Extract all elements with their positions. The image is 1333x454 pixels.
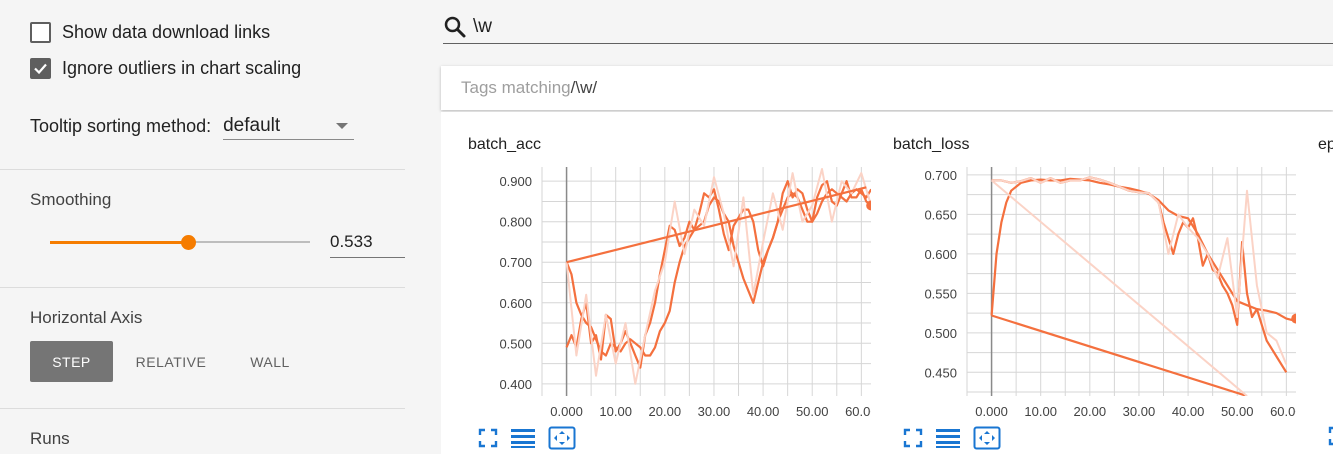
tooltip-sorting-label: Tooltip sorting method: — [30, 115, 212, 136]
tooltip-sorting-select[interactable]: default — [223, 112, 355, 140]
fit-icon[interactable] — [548, 426, 576, 454]
x-tick-label: 20.00 — [1074, 404, 1107, 419]
y-tick-label: 0.700 — [499, 255, 532, 270]
x-tick-label: 50.00 — [796, 404, 829, 419]
series-group — [565, 168, 871, 385]
horizontal-axis-title: Horizontal Axis — [30, 308, 143, 327]
y-tick-label: 0.800 — [499, 215, 532, 230]
last-point-marker — [1291, 313, 1296, 324]
axis-step-button[interactable]: STEP — [30, 341, 113, 382]
tags-matching-header[interactable]: Tags matching /\w/ — [441, 66, 1333, 110]
smoothing-slider-fill — [50, 241, 189, 244]
tooltip-sorting-row: Tooltip sorting method: default — [30, 112, 355, 140]
x-tick-label: 10.00 — [599, 404, 632, 419]
chart-card-batch-loss: batch_loss 0.450 0.500 0.550 0.600 0.650 0.70… — [866, 112, 1296, 454]
ignore-outliers-label: Ignore outliers in chart scaling — [62, 57, 302, 78]
y-tick-label: 0.500 — [499, 336, 532, 351]
x-tick-label: 20.00 — [649, 404, 682, 419]
x-tick-label: 30.00 — [698, 404, 731, 419]
tag-search-bar[interactable]: \w — [443, 10, 1333, 44]
x-tick-label: 60.00 — [1270, 404, 1296, 419]
x-tick-label: 40.00 — [1172, 404, 1205, 419]
x-tick-label: 50.00 — [1221, 404, 1254, 419]
x-tick-label: 0.000 — [975, 404, 1008, 419]
series-group — [990, 176, 1296, 396]
y-tick-label: 0.700 — [924, 168, 957, 183]
smoothing-title: Smoothing — [30, 190, 112, 209]
y-tick-label: 0.500 — [924, 326, 957, 341]
search-input[interactable]: \w — [473, 15, 492, 37]
y-tick-label: 0.600 — [924, 247, 957, 262]
chart-card-batch-acc: batch_acc 0.400 0.500 0.600 0.700 0.800 0.900… — [441, 112, 871, 454]
dropdown-caret-icon — [336, 122, 349, 129]
plot-area — [966, 167, 1296, 396]
search-icon — [444, 16, 466, 37]
y-tick-label: 0.900 — [499, 174, 532, 189]
expand-icon[interactable] — [903, 428, 923, 453]
checkbox-unchecked-icon[interactable] — [30, 21, 51, 43]
chart-toolbar — [1328, 426, 1333, 451]
y-tick-label: 0.400 — [499, 377, 532, 392]
chart-card-ep: ep — [1291, 112, 1333, 454]
expand-icon[interactable] — [478, 428, 498, 453]
divider — [0, 169, 405, 170]
series-line — [566, 186, 867, 264]
chart-toolbar — [903, 426, 1013, 454]
smoothing-slider-thumb[interactable] — [181, 235, 196, 250]
lines-icon[interactable] — [935, 427, 961, 454]
chart-title: batch_acc — [468, 136, 541, 153]
series-line — [565, 168, 871, 385]
chart-title: ep — [1318, 136, 1333, 153]
tags-matching-pattern: /\w/ — [570, 78, 598, 97]
x-tick-label: 60.00 — [845, 404, 871, 419]
batch-acc-chart[interactable]: 0.400 0.500 0.600 0.700 0.800 0.900 0.000 10.00… — [441, 112, 871, 422]
series-line — [990, 177, 1296, 323]
x-tick-label: 0.000 — [550, 404, 583, 419]
divider — [0, 287, 405, 288]
smoothing-input[interactable]: 0.533 — [330, 226, 405, 258]
series-line — [991, 314, 1248, 396]
axis-relative-button[interactable]: RELATIVE — [135, 353, 207, 370]
y-tick-label: 0.650 — [924, 207, 957, 222]
chart-toolbar — [478, 426, 588, 454]
x-tick-label: 30.00 — [1123, 404, 1156, 419]
series-line — [990, 179, 1248, 396]
x-tick-label: 10.00 — [1024, 404, 1057, 419]
y-tick-label: 0.600 — [499, 296, 532, 311]
batch-loss-chart[interactable]: 0.450 0.500 0.550 0.600 0.650 0.700 0.000 10.00… — [866, 112, 1296, 422]
expand-icon[interactable] — [1328, 426, 1333, 451]
chart-title: batch_loss — [893, 136, 970, 153]
ignore-outliers-checkbox[interactable]: Ignore outliers in chart scaling — [30, 56, 301, 80]
tooltip-sorting-value: default — [223, 114, 281, 136]
show-download-links-label: Show data download links — [62, 21, 271, 42]
lines-icon[interactable] — [510, 427, 536, 454]
y-tick-label: 0.550 — [924, 286, 957, 301]
sidebar: Show data download links Ignore outliers… — [0, 0, 405, 454]
runs-title: Runs — [30, 429, 70, 448]
axis-wall-button[interactable]: WALL — [250, 353, 290, 370]
y-tick-label: 0.450 — [924, 365, 957, 380]
x-tick-label: 40.00 — [747, 404, 780, 419]
divider — [0, 408, 405, 409]
show-download-links-checkbox[interactable]: Show data download links — [30, 20, 270, 44]
last-point-marker — [866, 200, 871, 211]
charts-area: batch_acc 0.400 0.500 0.600 0.700 0.800 0.900… — [441, 112, 1333, 454]
series-line — [565, 180, 871, 369]
tags-matching-label: Tags matching — [461, 78, 571, 97]
checkbox-checked-icon[interactable] — [30, 57, 51, 79]
series-line — [991, 176, 1288, 365]
fit-icon[interactable] — [973, 426, 1001, 454]
